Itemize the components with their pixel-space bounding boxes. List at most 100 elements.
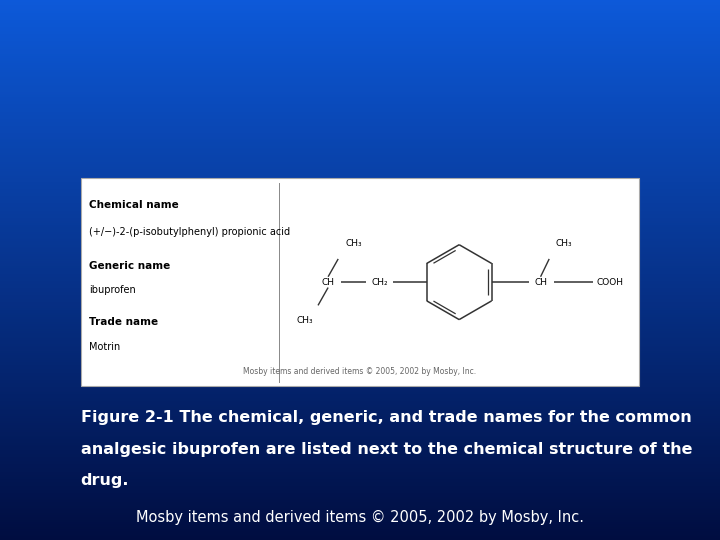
Bar	[0, 520, 720, 522]
Bar	[0, 187, 720, 189]
Bar	[0, 113, 720, 115]
Bar	[0, 198, 720, 200]
Bar	[0, 363, 720, 366]
Bar	[0, 115, 720, 117]
Bar	[0, 306, 720, 308]
Bar	[0, 164, 720, 166]
Bar	[0, 243, 720, 245]
Bar	[0, 513, 720, 515]
Bar	[0, 389, 720, 390]
Bar	[0, 437, 720, 439]
Bar	[0, 482, 720, 484]
Bar	[0, 405, 720, 407]
Bar	[0, 58, 720, 59]
Bar	[0, 216, 720, 218]
Bar	[0, 390, 720, 393]
Bar	[0, 196, 720, 198]
Bar	[0, 157, 720, 158]
Bar	[0, 380, 720, 382]
Bar	[0, 376, 720, 378]
Bar	[0, 398, 720, 400]
Bar	[0, 326, 720, 328]
Bar	[0, 117, 720, 119]
Bar	[0, 470, 720, 471]
Bar	[0, 124, 720, 126]
Bar	[0, 468, 720, 470]
Bar	[0, 268, 720, 270]
Bar	[0, 209, 720, 211]
Bar	[0, 69, 720, 70]
Bar	[0, 506, 720, 508]
Bar	[0, 39, 720, 42]
Bar	[0, 212, 720, 214]
Bar	[0, 12, 720, 15]
Bar	[0, 126, 720, 128]
Bar	[0, 502, 720, 504]
Bar	[0, 162, 720, 164]
Bar	[0, 261, 720, 263]
Bar	[0, 504, 720, 506]
Bar	[0, 146, 720, 147]
Bar	[0, 101, 720, 103]
Bar	[0, 110, 720, 112]
Bar	[0, 123, 720, 124]
Bar	[0, 421, 720, 423]
Bar	[0, 295, 720, 297]
Bar	[0, 423, 720, 425]
Bar	[0, 140, 720, 142]
Bar	[0, 459, 720, 461]
Bar	[0, 349, 720, 351]
Bar	[0, 324, 720, 326]
Bar	[0, 479, 720, 481]
Bar	[0, 241, 720, 243]
Bar	[0, 239, 720, 241]
Bar	[0, 214, 720, 216]
Bar	[0, 312, 720, 313]
Bar	[0, 29, 720, 31]
Bar	[0, 120, 720, 123]
Bar	[0, 4, 720, 5]
Bar	[0, 177, 720, 178]
Bar	[0, 439, 720, 441]
Bar	[0, 292, 720, 293]
Bar	[0, 471, 720, 474]
Bar	[0, 42, 720, 43]
Bar	[0, 45, 720, 47]
Bar	[0, 409, 720, 410]
Bar	[0, 255, 720, 258]
Bar	[0, 133, 720, 135]
Bar	[0, 232, 720, 234]
Bar	[0, 434, 720, 436]
Bar	[0, 346, 720, 347]
Bar	[0, 7, 720, 9]
Bar	[0, 137, 720, 139]
Bar	[0, 72, 720, 74]
Bar	[0, 275, 720, 277]
Bar	[0, 112, 720, 113]
Bar	[0, 531, 720, 533]
Bar	[0, 457, 720, 459]
Bar	[0, 265, 720, 266]
Bar	[0, 147, 720, 150]
Bar	[0, 142, 720, 144]
Bar	[0, 382, 720, 383]
Bar	[0, 236, 720, 238]
Bar	[0, 96, 720, 97]
Bar	[0, 85, 720, 86]
Bar	[0, 309, 720, 312]
Bar	[0, 97, 720, 99]
Bar	[0, 258, 720, 259]
Bar	[0, 174, 720, 177]
Bar	[0, 393, 720, 394]
Bar	[0, 173, 720, 174]
Text: drug.: drug.	[81, 473, 129, 488]
Bar	[0, 497, 720, 498]
Bar	[0, 155, 720, 157]
Bar	[0, 481, 720, 482]
Text: Trade name: Trade name	[89, 316, 158, 327]
Bar	[0, 180, 720, 182]
Bar	[0, 20, 720, 22]
Bar	[0, 407, 720, 409]
Bar	[0, 455, 720, 457]
Bar	[0, 342, 720, 344]
